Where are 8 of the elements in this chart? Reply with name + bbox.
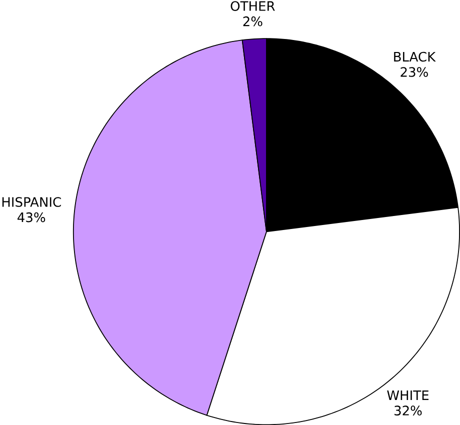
data-label: 43% [18,212,46,222]
data-label: 23% [400,67,428,77]
slice-label: WHITE [387,390,428,400]
slice-label: OTHER [230,1,275,11]
slice-label: HISPANIC [2,197,61,207]
data-label: 32% [394,406,422,416]
data-label: 2% [243,16,262,26]
slice-label: BLACK [394,52,436,62]
